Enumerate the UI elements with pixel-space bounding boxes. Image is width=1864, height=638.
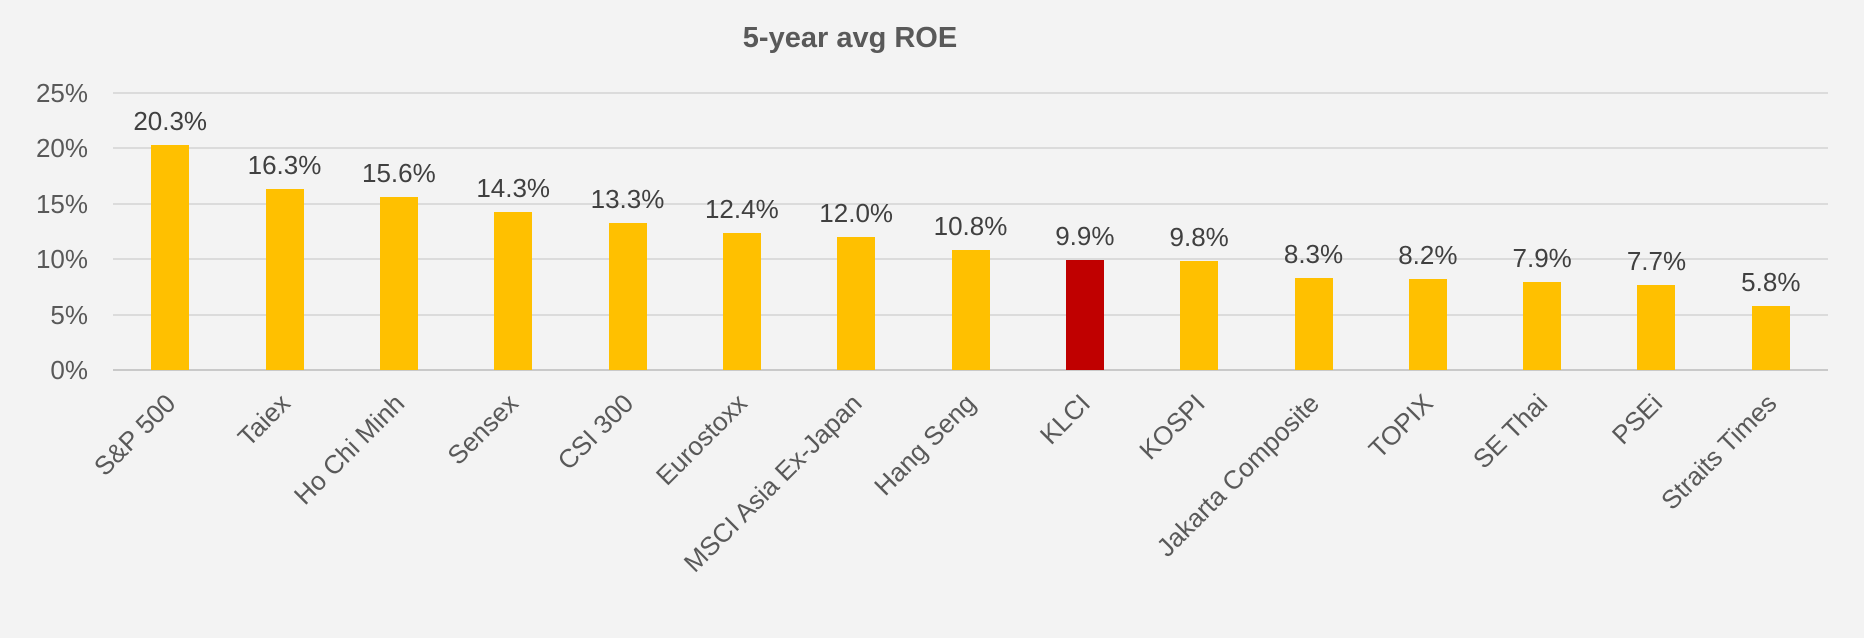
chart-title: 5-year avg ROE: [742, 22, 958, 54]
bar-value-label: 10.8%: [933, 211, 1008, 242]
y-axis-tick-label: 5%: [50, 299, 88, 330]
gridline: [113, 92, 1828, 94]
bar-hang-seng: [951, 250, 990, 370]
y-axis-tick-label: 20%: [35, 133, 88, 164]
y-axis-tick-label: 15%: [35, 188, 88, 219]
bar-klci: [1065, 260, 1104, 370]
x-axis-label-topix: TOPIX: [1362, 388, 1440, 465]
bar-value-label: 16.3%: [247, 150, 322, 181]
bar-eurostoxx: [722, 232, 761, 370]
x-axis-line: [113, 369, 1828, 371]
x-axis-label-s-p-500: S&P 500: [87, 388, 182, 482]
x-axis-label-klci: KLCI: [1033, 388, 1097, 451]
x-axis-label-csi-300: CSI 300: [551, 388, 639, 476]
y-axis-tick-label: 0%: [50, 355, 88, 385]
x-axis-label-straits-times: Straits Times: [1654, 388, 1783, 516]
bar-sensex: [494, 211, 533, 370]
gridline: [113, 147, 1828, 150]
bar-s-p-500: [151, 145, 190, 370]
bar-value-label: 12.0%: [819, 198, 894, 229]
x-axis-label-taiex: Taiex: [231, 388, 296, 453]
x-axis-label-eurostoxx: Eurostoxx: [650, 388, 754, 491]
bar-value-label: 9.8%: [1169, 222, 1229, 253]
bar-topix: [1408, 279, 1447, 370]
bar-jakarta-composite: [1294, 278, 1333, 370]
bar-value-label: 8.2%: [1398, 240, 1458, 271]
y-axis-tick-label: 10%: [35, 244, 88, 275]
bar-value-label: 9.9%: [1055, 221, 1115, 252]
bar-taiex: [265, 189, 304, 370]
bar-value-label: 7.7%: [1626, 245, 1687, 276]
bar-value-label: 14.3%: [476, 172, 551, 203]
bar-kospi: [1180, 261, 1219, 370]
bar-msci-asia-ex-japan: [837, 237, 876, 370]
bar-value-label: 5.8%: [1741, 266, 1801, 297]
x-axis-label-hang-seng: Hang Seng: [868, 388, 982, 502]
gridline: [113, 202, 1828, 205]
x-axis-label-ho-chi-minh: Ho Chi Minh: [287, 388, 411, 511]
x-axis-label-se-thai: SE Thai: [1467, 388, 1554, 475]
bar-ho-chi-minh: [379, 197, 418, 370]
bar-value-label: 15.6%: [361, 158, 436, 189]
x-axis-label-psei: PSEi: [1605, 388, 1668, 451]
x-axis-label-kospi: KOSPI: [1132, 388, 1211, 466]
bar-psei: [1637, 284, 1676, 370]
bar-value-label: 8.3%: [1283, 239, 1344, 270]
bar-value-label: 12.4%: [704, 193, 779, 224]
y-axis-tick-label: 25%: [35, 78, 88, 108]
bar-value-label: 13.3%: [590, 183, 665, 214]
bar-value-label: 7.9%: [1512, 243, 1572, 274]
bar-csi-300: [608, 222, 647, 370]
bar-straits-times: [1751, 305, 1790, 370]
x-axis-label-sensex: Sensex: [441, 388, 525, 471]
bar-value-label: 20.3%: [133, 106, 208, 137]
bar-se-thai: [1523, 282, 1562, 370]
